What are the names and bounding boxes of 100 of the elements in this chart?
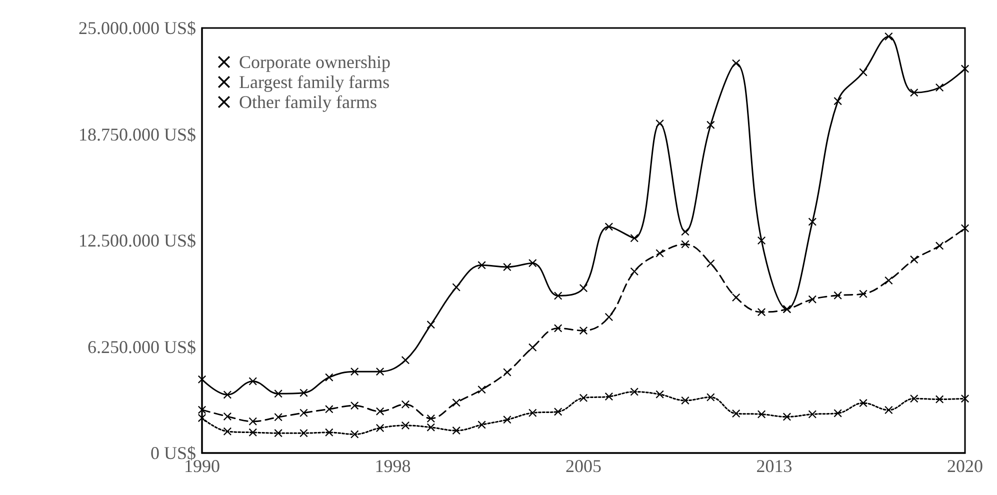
point bbox=[300, 388, 308, 397]
point bbox=[681, 396, 690, 404]
point bbox=[401, 356, 410, 364]
point bbox=[223, 427, 232, 436]
point bbox=[478, 386, 486, 394]
point bbox=[732, 293, 740, 302]
point bbox=[528, 343, 537, 352]
point bbox=[248, 377, 257, 386]
point bbox=[706, 120, 715, 129]
point bbox=[528, 259, 537, 268]
x-tick-label: 2005 bbox=[566, 456, 602, 476]
point bbox=[936, 84, 944, 92]
point bbox=[426, 423, 435, 432]
point bbox=[706, 259, 715, 268]
point bbox=[325, 428, 334, 436]
y-tick-label: 6.250.000 US$ bbox=[87, 336, 196, 357]
legend-label: Other family farms bbox=[239, 92, 377, 112]
point bbox=[732, 410, 740, 418]
point bbox=[503, 416, 512, 424]
point bbox=[859, 68, 868, 76]
point bbox=[580, 284, 588, 292]
point bbox=[554, 408, 562, 416]
point bbox=[936, 242, 944, 250]
point bbox=[604, 313, 613, 321]
point bbox=[223, 412, 232, 420]
point bbox=[580, 326, 588, 335]
point bbox=[528, 408, 537, 417]
point bbox=[936, 395, 944, 404]
point bbox=[478, 420, 486, 429]
point bbox=[656, 390, 664, 398]
point bbox=[325, 405, 334, 414]
point bbox=[223, 390, 232, 399]
point bbox=[630, 388, 638, 396]
point bbox=[758, 410, 766, 418]
point bbox=[198, 406, 206, 414]
point bbox=[961, 394, 969, 403]
point bbox=[910, 88, 918, 97]
point bbox=[554, 292, 562, 300]
point bbox=[782, 412, 791, 421]
point bbox=[808, 295, 816, 304]
point bbox=[452, 426, 460, 435]
point bbox=[884, 406, 893, 414]
point bbox=[580, 394, 588, 402]
point bbox=[910, 394, 918, 403]
point bbox=[248, 417, 257, 426]
point bbox=[350, 430, 359, 438]
legend-label: Corporate ownership bbox=[239, 52, 390, 72]
point bbox=[808, 410, 816, 418]
x-tick-label: 2013 bbox=[756, 456, 792, 476]
point bbox=[834, 409, 842, 418]
point bbox=[376, 424, 384, 432]
point bbox=[681, 240, 690, 248]
point bbox=[604, 392, 613, 401]
x-tick-label: 2020 bbox=[947, 456, 983, 476]
y-tick-label: 18.750.000 US$ bbox=[78, 124, 196, 144]
point bbox=[452, 398, 460, 407]
point bbox=[630, 267, 638, 276]
point bbox=[604, 222, 613, 231]
point bbox=[758, 236, 766, 244]
x-tick-label: 1998 bbox=[374, 456, 411, 476]
y-tick-label: 25.000.000 US$ bbox=[78, 18, 196, 38]
point bbox=[300, 429, 308, 438]
point bbox=[884, 32, 893, 40]
point bbox=[758, 308, 766, 316]
point bbox=[503, 263, 512, 272]
point bbox=[401, 421, 410, 430]
point bbox=[426, 414, 435, 422]
point bbox=[961, 64, 969, 73]
point bbox=[452, 283, 460, 292]
legend-label: Largest family farms bbox=[239, 72, 390, 92]
point bbox=[274, 413, 282, 422]
point bbox=[732, 59, 740, 68]
point bbox=[834, 97, 842, 106]
point bbox=[910, 256, 918, 264]
point bbox=[859, 399, 868, 408]
y-tick-label: 12.500.000 US$ bbox=[78, 230, 196, 250]
point bbox=[478, 261, 486, 270]
point bbox=[706, 393, 715, 402]
point bbox=[859, 290, 868, 298]
point bbox=[376, 407, 384, 416]
point bbox=[834, 291, 842, 300]
point bbox=[300, 408, 308, 417]
point bbox=[325, 373, 334, 382]
point bbox=[884, 276, 893, 284]
point bbox=[630, 234, 638, 242]
point bbox=[503, 368, 512, 376]
point bbox=[554, 324, 562, 332]
point bbox=[808, 218, 816, 226]
point bbox=[350, 402, 359, 410]
point bbox=[198, 414, 206, 422]
point bbox=[248, 428, 257, 436]
point bbox=[274, 390, 282, 398]
point bbox=[961, 224, 969, 232]
point bbox=[198, 375, 206, 384]
point bbox=[681, 228, 690, 236]
point bbox=[656, 120, 664, 128]
point bbox=[350, 368, 359, 376]
point bbox=[401, 400, 410, 408]
point bbox=[274, 429, 282, 438]
point bbox=[426, 320, 435, 329]
